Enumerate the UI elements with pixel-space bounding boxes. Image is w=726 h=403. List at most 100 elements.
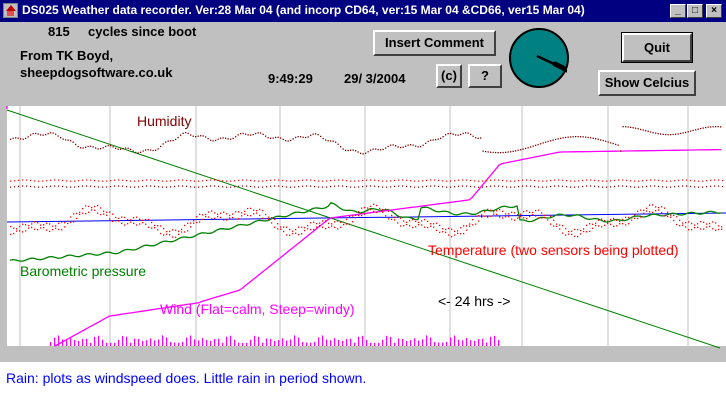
temperature-point: [337, 228, 339, 230]
rain-bar: [270, 338, 272, 346]
temperature-point: [322, 226, 324, 228]
temperature-point: [370, 205, 372, 207]
baseline-point: [470, 185, 472, 188]
baseline-point: [230, 180, 232, 182]
temperature-point: [718, 225, 720, 227]
temperature-point: [583, 230, 585, 233]
baseline-point: [38, 186, 40, 188]
temperature-point: [160, 225, 162, 227]
baseline-point: [434, 179, 436, 181]
temperature-point: [643, 212, 645, 214]
temperature-point: [619, 220, 621, 223]
baseline-point: [70, 180, 72, 182]
humidity-point: [200, 135, 202, 137]
temperature-point: [316, 223, 318, 225]
humidity-point: [300, 136, 302, 138]
rain-bar: [218, 338, 220, 346]
temperature-point: [97, 205, 99, 207]
baseline-point: [14, 186, 16, 188]
baseline-point: [498, 185, 500, 187]
humidity-point: [190, 134, 192, 136]
humidity-point: [290, 139, 292, 142]
humidity-point: [370, 149, 372, 151]
rain-bar: [482, 338, 484, 346]
rain-bar: [142, 340, 144, 346]
copyright-button[interactable]: (c): [436, 64, 462, 88]
temperature-point: [169, 230, 171, 233]
temperature-point: [598, 219, 600, 221]
show-celcius-button[interactable]: Show Celcius: [598, 70, 696, 96]
temperature-point: [451, 236, 453, 238]
baseline-point: [342, 185, 344, 187]
humidity-point: [390, 144, 392, 146]
baseline-point: [482, 186, 484, 188]
humidity-point: [397, 146, 399, 148]
temperature-point: [430, 225, 432, 227]
temperature-point: [652, 204, 654, 206]
baseline-point: [114, 179, 116, 181]
temperature-point: [133, 222, 135, 224]
baseline-point: [590, 185, 592, 187]
humidity-point: [155, 149, 157, 151]
close-button[interactable]: ×: [706, 4, 722, 18]
baseline-point: [274, 179, 276, 181]
baseline-point: [150, 179, 152, 181]
baseline-point: [126, 186, 128, 188]
baseline-point: [110, 179, 112, 182]
humidity-point: [47, 133, 49, 135]
temperature-point: [19, 230, 21, 232]
baseline-point: [582, 179, 584, 182]
rain-bar: [282, 338, 284, 346]
minimize-button[interactable]: _: [670, 4, 686, 18]
help-button[interactable]: ?: [468, 64, 502, 88]
baseline-point: [578, 180, 580, 182]
temperature-point: [238, 218, 240, 220]
baseline-point: [474, 180, 476, 182]
rain-bar: [474, 340, 476, 346]
baseline-point: [30, 185, 32, 188]
temperature-point: [61, 221, 63, 223]
baseline-point: [390, 186, 392, 188]
humidity-point: [90, 145, 92, 147]
rain-bar: [230, 335, 232, 346]
humidity-point: [542, 142, 544, 144]
humidity-point: [357, 151, 359, 153]
temperature-point: [439, 231, 441, 233]
maximize-button[interactable]: □: [687, 4, 703, 18]
humidity-point: [232, 137, 234, 140]
insert-comment-button[interactable]: Insert Comment: [373, 30, 496, 56]
baseline-point: [498, 179, 500, 181]
baseline-point: [630, 180, 632, 182]
humidity-point: [715, 126, 717, 128]
temperature-point: [511, 211, 513, 213]
baseline-point: [242, 185, 244, 187]
temperature-point: [664, 207, 666, 209]
humidity-point: [127, 147, 129, 149]
rain-bar: [294, 335, 296, 346]
rain-bar: [246, 342, 248, 346]
temperature-point: [292, 232, 294, 235]
rain-bar: [434, 342, 436, 346]
baseline-point: [554, 179, 556, 181]
baseline-point: [258, 186, 260, 188]
baseline-point: [422, 180, 424, 182]
mid-dotted-series: [10, 179, 724, 188]
baseline-point: [158, 180, 160, 182]
humidity-point: [180, 134, 182, 136]
humidity-point: [347, 149, 349, 152]
temperature-point: [475, 223, 477, 225]
temperature-point: [247, 207, 249, 210]
quit-button[interactable]: Quit: [621, 32, 693, 63]
temperature-point: [205, 216, 207, 218]
baseline-point: [526, 179, 528, 181]
temperature-point: [688, 229, 690, 231]
baseline-point: [542, 186, 544, 188]
temperature-point: [430, 223, 432, 225]
temperature-point: [79, 211, 81, 213]
temperature-point: [556, 225, 558, 228]
title-bar: DS025 Weather data recorder. Ver:28 Mar …: [0, 0, 726, 22]
baseline-point: [674, 180, 676, 182]
humidity-point: [297, 136, 299, 138]
temperature-point: [109, 218, 111, 220]
humidity-point: [482, 150, 484, 152]
